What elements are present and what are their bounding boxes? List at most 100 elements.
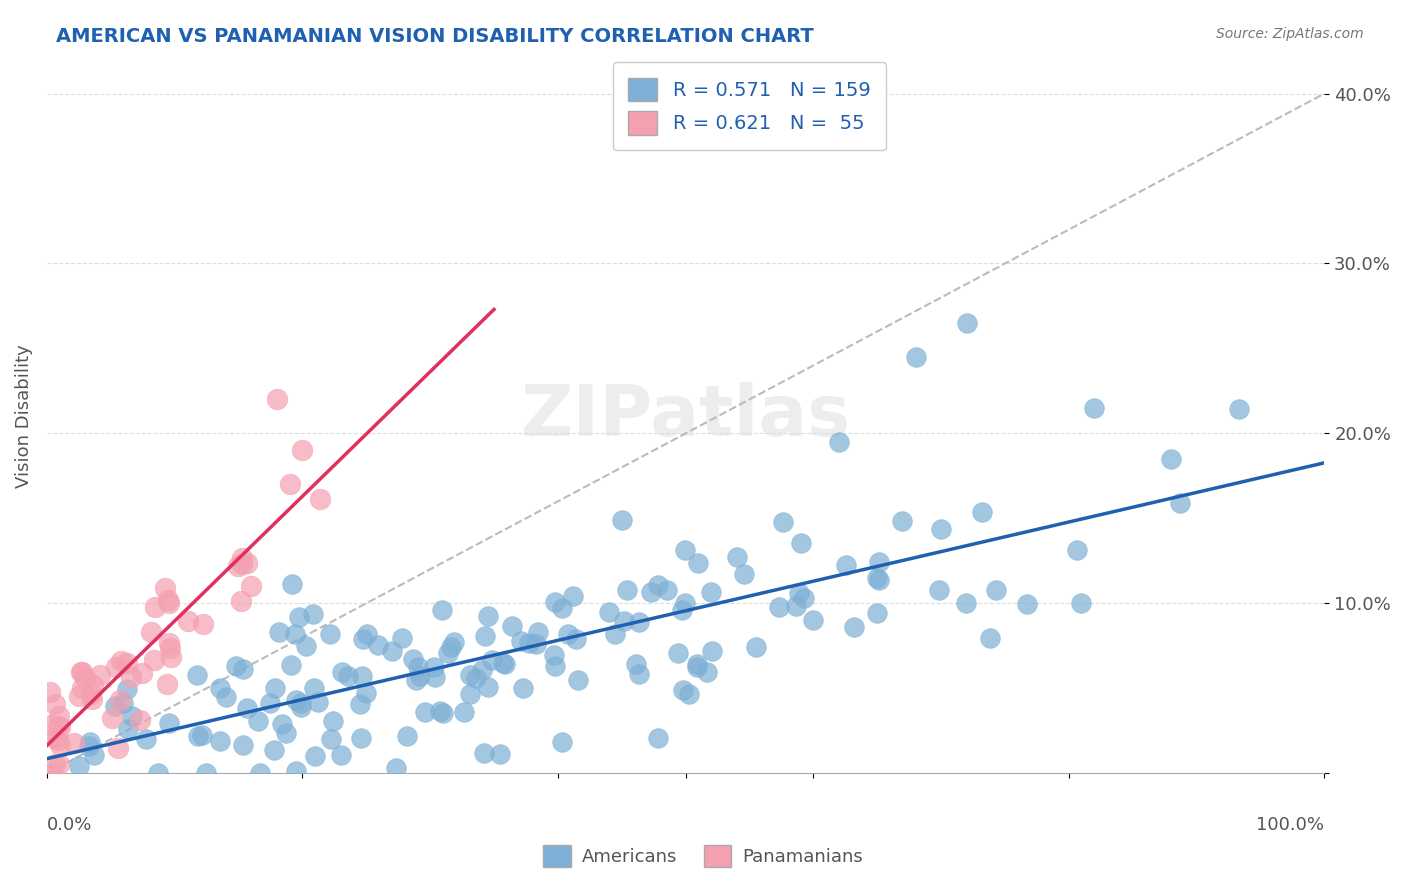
Point bbox=[77, 739, 100, 754]
Point bbox=[284, 764, 307, 779]
Point bbox=[67, 690, 90, 704]
Point bbox=[700, 585, 723, 599]
Point bbox=[904, 350, 927, 364]
Point bbox=[494, 657, 516, 672]
Point bbox=[101, 711, 124, 725]
Point bbox=[48, 719, 70, 733]
Point bbox=[356, 686, 378, 700]
Point bbox=[626, 657, 648, 672]
Point bbox=[567, 673, 589, 688]
Point bbox=[1066, 543, 1088, 558]
Point bbox=[613, 614, 636, 628]
Point bbox=[686, 659, 709, 673]
Point bbox=[868, 573, 890, 587]
Point bbox=[110, 692, 132, 706]
Point bbox=[290, 700, 312, 714]
Point bbox=[232, 739, 254, 753]
Point bbox=[159, 596, 181, 610]
Point bbox=[280, 658, 302, 673]
Point bbox=[423, 670, 446, 684]
Point bbox=[82, 678, 104, 692]
Text: 0.0%: 0.0% bbox=[46, 816, 93, 834]
Point bbox=[239, 579, 262, 593]
Point bbox=[274, 725, 297, 739]
Point bbox=[647, 731, 669, 746]
Point bbox=[745, 640, 768, 654]
Point bbox=[225, 659, 247, 673]
Text: ZIPatlas: ZIPatlas bbox=[520, 382, 851, 450]
Point bbox=[249, 766, 271, 780]
Point bbox=[259, 696, 281, 710]
Point bbox=[835, 558, 858, 573]
Point bbox=[79, 735, 101, 749]
Point bbox=[1160, 451, 1182, 466]
Point bbox=[1015, 597, 1038, 611]
Point bbox=[647, 578, 669, 592]
Point bbox=[352, 632, 374, 647]
Point bbox=[232, 663, 254, 677]
Point bbox=[281, 577, 304, 591]
Point bbox=[105, 660, 128, 674]
Point bbox=[828, 434, 851, 449]
Point bbox=[1083, 401, 1105, 415]
Point bbox=[544, 595, 567, 609]
Point bbox=[44, 756, 66, 771]
Point bbox=[696, 665, 718, 680]
Point bbox=[443, 635, 465, 649]
Point bbox=[46, 733, 69, 747]
Point bbox=[551, 735, 574, 749]
Point bbox=[787, 585, 810, 599]
Legend: Americans, Panamanians: Americans, Panamanians bbox=[536, 838, 870, 874]
Point bbox=[543, 648, 565, 662]
Point bbox=[430, 603, 453, 617]
Point bbox=[195, 766, 218, 780]
Point bbox=[231, 557, 253, 571]
Point bbox=[801, 613, 824, 627]
Point bbox=[733, 567, 755, 582]
Point bbox=[725, 549, 748, 564]
Point bbox=[319, 732, 342, 747]
Point bbox=[332, 665, 354, 679]
Point bbox=[423, 660, 446, 674]
Point bbox=[772, 515, 794, 529]
Point bbox=[970, 505, 993, 519]
Point bbox=[263, 742, 285, 756]
Point bbox=[264, 681, 287, 695]
Point bbox=[458, 668, 481, 682]
Point bbox=[284, 627, 307, 641]
Point bbox=[208, 734, 231, 748]
Point bbox=[110, 654, 132, 668]
Point bbox=[557, 627, 579, 641]
Point bbox=[89, 668, 111, 682]
Point bbox=[702, 644, 724, 658]
Point bbox=[984, 583, 1007, 598]
Point bbox=[517, 636, 540, 650]
Point bbox=[866, 607, 889, 621]
Point bbox=[406, 659, 429, 673]
Point bbox=[117, 656, 139, 670]
Point bbox=[415, 705, 437, 719]
Point bbox=[471, 663, 494, 677]
Point bbox=[955, 596, 977, 610]
Point bbox=[83, 748, 105, 763]
Point bbox=[472, 746, 495, 760]
Point bbox=[115, 681, 138, 696]
Point bbox=[477, 680, 499, 694]
Point bbox=[565, 632, 588, 646]
Point bbox=[49, 720, 72, 734]
Point bbox=[385, 761, 408, 775]
Point bbox=[120, 670, 142, 684]
Point bbox=[488, 747, 510, 761]
Point bbox=[307, 695, 329, 709]
Point bbox=[409, 669, 432, 683]
Point bbox=[318, 626, 340, 640]
Point bbox=[135, 731, 157, 746]
Point bbox=[562, 589, 585, 603]
Point bbox=[278, 477, 301, 491]
Point bbox=[322, 714, 344, 728]
Point bbox=[640, 585, 662, 599]
Point bbox=[671, 603, 693, 617]
Point bbox=[492, 656, 515, 670]
Point bbox=[156, 677, 179, 691]
Point bbox=[304, 749, 326, 764]
